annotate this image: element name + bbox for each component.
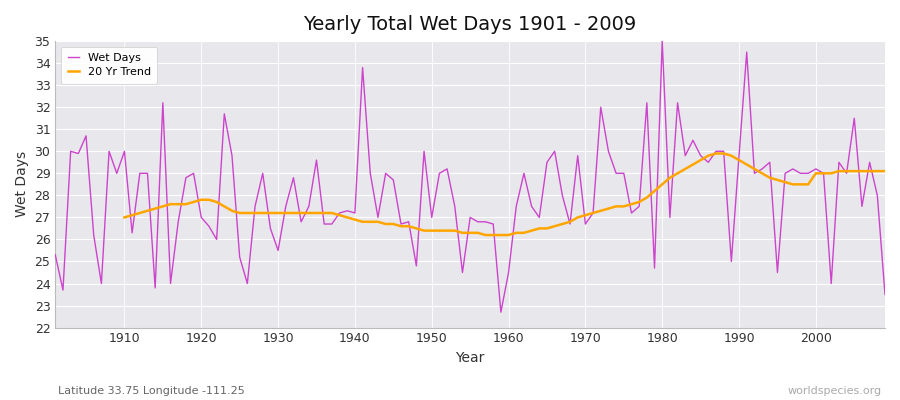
Text: worldspecies.org: worldspecies.org xyxy=(788,386,882,396)
20 Yr Trend xyxy=(580,213,590,218)
Wet Days xyxy=(657,39,668,44)
X-axis label: Year: Year xyxy=(455,351,485,365)
Line: 20 Yr Trend: 20 Yr Trend xyxy=(124,154,885,235)
Wet Days xyxy=(281,204,292,209)
Wet Days xyxy=(603,149,614,154)
Wet Days xyxy=(50,252,60,257)
20 Yr Trend xyxy=(711,151,722,156)
20 Yr Trend xyxy=(296,210,307,215)
Text: Latitude 33.75 Longitude -111.25: Latitude 33.75 Longitude -111.25 xyxy=(58,386,245,396)
Y-axis label: Wet Days: Wet Days xyxy=(15,151,29,218)
Legend: Wet Days, 20 Yr Trend: Wet Days, 20 Yr Trend xyxy=(61,47,158,84)
20 Yr Trend xyxy=(857,169,868,174)
Title: Yearly Total Wet Days 1901 - 2009: Yearly Total Wet Days 1901 - 2009 xyxy=(303,15,637,34)
20 Yr Trend xyxy=(480,233,491,238)
Wet Days xyxy=(496,310,507,314)
Wet Days xyxy=(511,204,522,209)
20 Yr Trend xyxy=(518,230,529,235)
Line: Wet Days: Wet Days xyxy=(55,41,885,312)
20 Yr Trend xyxy=(833,169,844,174)
Wet Days xyxy=(503,270,514,275)
20 Yr Trend xyxy=(265,210,275,215)
20 Yr Trend xyxy=(879,169,890,174)
20 Yr Trend xyxy=(119,215,130,220)
Wet Days xyxy=(879,292,890,297)
Wet Days xyxy=(112,171,122,176)
Wet Days xyxy=(327,222,338,226)
